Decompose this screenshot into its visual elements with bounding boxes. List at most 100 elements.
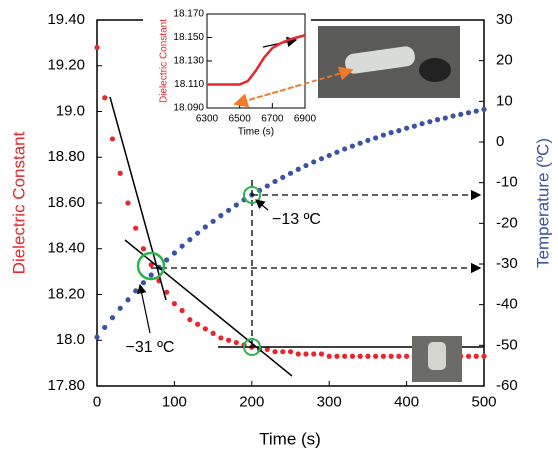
vial xyxy=(428,342,446,370)
y2-tick-label: -60 xyxy=(496,377,518,394)
data-point xyxy=(458,111,464,117)
data-point xyxy=(272,178,278,185)
x-tick-label: 400 xyxy=(394,393,419,410)
inset-chart: 6300 6500 6700 6900 18.090 18.110 18.130 18.150… xyxy=(143,6,317,146)
data-point xyxy=(171,301,177,307)
y-tick-label: 17.80 xyxy=(47,377,85,394)
data-point xyxy=(233,339,239,346)
annotation: −31 ºC xyxy=(126,339,175,356)
data-point xyxy=(373,353,379,359)
data-point xyxy=(326,353,332,359)
marker-circle xyxy=(243,186,261,204)
x-tick-label: 500 xyxy=(471,393,496,410)
tangent-line xyxy=(124,239,293,377)
y2-tick-label: 10 xyxy=(496,92,513,109)
x-tick-label: 300 xyxy=(317,393,342,410)
data-point xyxy=(334,353,340,359)
data-point xyxy=(210,218,216,224)
y-tick-label: 18.40 xyxy=(47,240,85,257)
data-point xyxy=(450,113,456,119)
y-tick-label: 18.20 xyxy=(47,285,85,302)
cap xyxy=(419,58,451,82)
data-point xyxy=(326,152,332,159)
y2-tick-label: 20 xyxy=(496,52,513,69)
data-point xyxy=(349,353,356,359)
data-point xyxy=(465,353,472,359)
data-point xyxy=(148,272,154,278)
photos xyxy=(233,26,462,382)
data-point xyxy=(388,353,394,359)
data-point xyxy=(133,288,139,294)
y-tick-label: 18.60 xyxy=(47,194,85,211)
data-point xyxy=(195,321,201,327)
orange-arrow xyxy=(233,84,301,108)
data-point xyxy=(179,307,185,314)
data-point xyxy=(287,349,294,355)
x-tick-label: 0 xyxy=(93,393,101,410)
data-point xyxy=(342,353,348,359)
annotation-lines: −31 ºC −13 ºC Time (s) Dielectric Consta… xyxy=(9,96,552,448)
orange-arrow xyxy=(234,66,354,105)
data-point xyxy=(473,108,479,114)
annotation: −13 ºC xyxy=(272,211,321,228)
data-point xyxy=(171,250,177,256)
arrow xyxy=(255,199,269,211)
inset-x-label: Time (s) xyxy=(238,127,274,138)
data-point xyxy=(427,119,433,125)
data-point xyxy=(225,207,232,213)
data-point xyxy=(272,349,278,355)
x-tick-label: 100 xyxy=(162,393,187,410)
data-point xyxy=(179,243,185,249)
data-point xyxy=(225,337,232,343)
data-point xyxy=(287,170,294,176)
data-point xyxy=(195,230,201,236)
data-point xyxy=(280,174,286,180)
data-point xyxy=(295,351,301,357)
data-point xyxy=(295,166,301,172)
data-point xyxy=(411,123,417,129)
x-tick-label: 6500 xyxy=(229,114,252,125)
data-point xyxy=(202,326,208,332)
arrow xyxy=(137,283,151,334)
data-point xyxy=(109,136,116,142)
data-point xyxy=(264,346,270,352)
x-tick-label: 6300 xyxy=(196,114,219,125)
data-point xyxy=(380,132,386,138)
data-point xyxy=(434,117,441,123)
inset-y-label: Dielectric Constant xyxy=(159,19,170,103)
data-point xyxy=(318,351,325,357)
data-point xyxy=(187,237,193,243)
data-point xyxy=(218,335,224,341)
data-line xyxy=(207,33,306,86)
y2-tick-label: -30 xyxy=(496,255,518,272)
y-tick-label: 18.150 xyxy=(173,32,204,43)
data-point xyxy=(125,200,131,206)
y2-tick-label: 30 xyxy=(496,11,513,28)
data-point xyxy=(481,353,487,359)
data-point xyxy=(202,224,208,230)
vial xyxy=(345,46,415,74)
data-point xyxy=(94,334,100,340)
x-axis-label: Time (s) xyxy=(259,429,321,448)
inset-background xyxy=(143,6,311,146)
marker-circle xyxy=(243,338,261,356)
y-tick-label: 18.80 xyxy=(47,148,85,165)
marker-circle xyxy=(136,251,166,281)
data-point xyxy=(303,162,309,169)
data-point xyxy=(218,213,224,219)
data-point xyxy=(102,324,108,331)
data-point xyxy=(442,115,448,121)
y-tick-label: 18.090 xyxy=(173,103,204,114)
y2-tick-label: -10 xyxy=(496,174,518,191)
data-point xyxy=(318,156,325,162)
data-point xyxy=(187,317,193,323)
y-tick-label: 19.20 xyxy=(47,57,85,74)
data-point xyxy=(357,353,363,359)
data-point xyxy=(233,202,239,208)
data-point xyxy=(94,44,100,51)
data-point xyxy=(133,225,139,231)
data-point xyxy=(140,246,147,252)
data-point xyxy=(388,130,394,136)
x-tick-label: 6700 xyxy=(261,114,284,125)
